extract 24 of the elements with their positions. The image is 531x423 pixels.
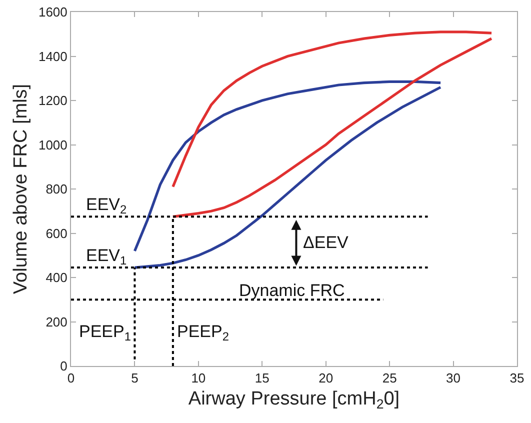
y-axis-title: Volume above FRC [mls] <box>10 84 32 294</box>
annotation: Dynamic FRC <box>239 281 345 300</box>
annotation: PEEP$_{2}$ <box>177 322 230 344</box>
y-tick-label: 1600 <box>38 4 68 20</box>
y-tick-label: 200 <box>46 314 68 330</box>
annotation: EEV$_{2}$ <box>86 195 128 217</box>
annotation: PEEP$_{1}$ <box>79 322 132 344</box>
y-tick-label: 600 <box>46 226 68 241</box>
x-axis-title: Airway Pressure [cmH$_{2}$0] <box>188 388 400 412</box>
y-tick-label: 1000 <box>38 137 68 152</box>
annotation: EEV$_{1}$ <box>86 246 128 268</box>
x-tick-label: 30 <box>446 370 461 386</box>
x-tick-label: 35 <box>510 370 524 386</box>
y-tick-label: 1400 <box>38 48 68 64</box>
y-tick-label: 0 <box>60 358 68 374</box>
y-tick-label: 800 <box>46 182 68 197</box>
y-tick-label: 400 <box>46 270 68 286</box>
x-tick-label: 20 <box>318 370 334 386</box>
x-tick-label: 10 <box>191 370 206 386</box>
y-tick-label: 1200 <box>38 93 68 108</box>
x-tick-label: 15 <box>254 370 270 386</box>
x-tick-label: 25 <box>382 370 397 386</box>
annotation: ΔEEV <box>303 233 350 252</box>
x-tick-label: 5 <box>131 370 138 386</box>
